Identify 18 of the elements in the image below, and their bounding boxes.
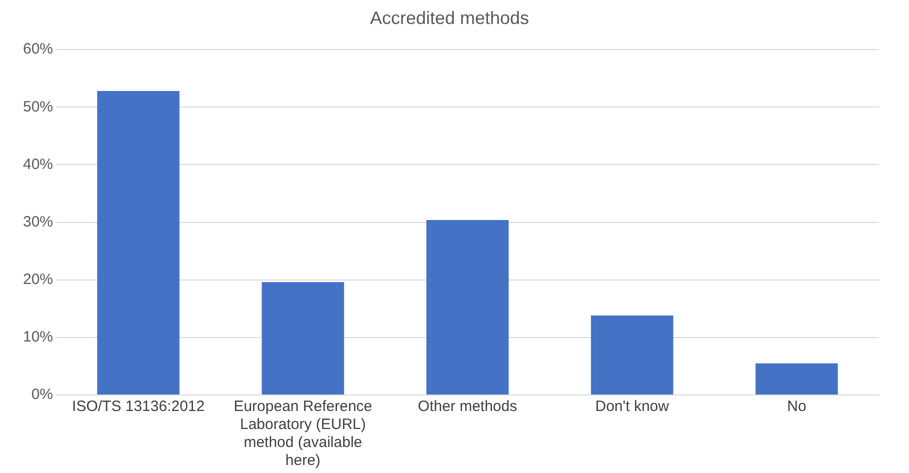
bar bbox=[97, 91, 180, 394]
x-tick-label: Don't know bbox=[595, 398, 670, 416]
x-tick-label: ISO/TS 13136:2012 bbox=[72, 398, 205, 416]
bar bbox=[590, 316, 674, 394]
y-tick-label: 30% bbox=[22, 213, 54, 230]
bar bbox=[426, 220, 509, 394]
x-tick-label: European Reference Laboratory (EURL) method (available here) bbox=[234, 398, 372, 470]
y-tick-label: 20% bbox=[22, 271, 54, 288]
y-tick-label: 60% bbox=[22, 40, 54, 58]
chart-title: Accredited methods bbox=[370, 8, 530, 28]
bar bbox=[262, 282, 344, 394]
bar bbox=[756, 363, 838, 394]
y-tick-label: 40% bbox=[22, 156, 54, 173]
y-tick-label: 10% bbox=[22, 328, 54, 346]
y-tick-label: 0% bbox=[31, 386, 54, 404]
x-tick-label: Other methods bbox=[418, 398, 518, 416]
x-tick-label: No bbox=[787, 398, 806, 416]
y-tick-label: 50% bbox=[22, 98, 54, 116]
